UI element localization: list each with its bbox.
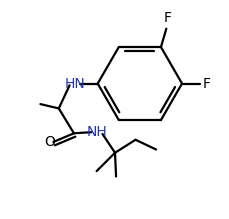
Text: HN: HN [64,77,85,90]
Text: F: F [202,77,210,90]
Text: F: F [163,11,171,25]
Text: NH: NH [86,125,106,139]
Text: O: O [44,135,55,149]
